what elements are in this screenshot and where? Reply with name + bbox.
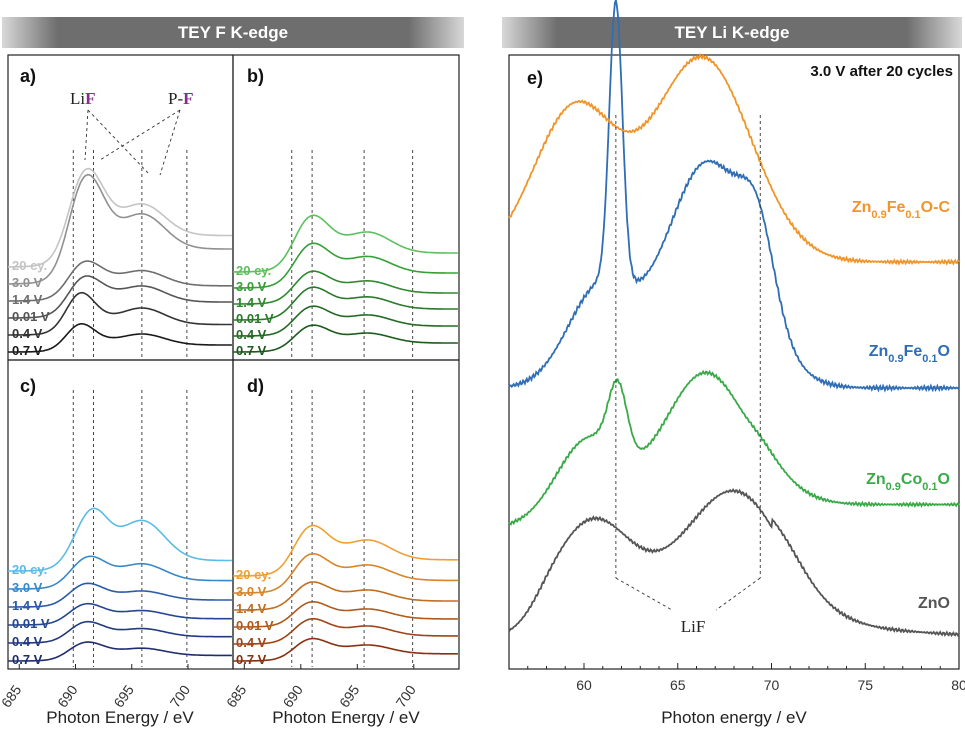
series-label: 1.4 V [12,292,43,307]
annotation-pf-a: P-F [168,89,194,108]
annotation-connector [99,109,181,161]
series-line [8,555,232,590]
series-label: 0.4 V [236,635,267,650]
annotation-connector [159,109,181,176]
series-label: ZnO [918,595,950,612]
series-label: 3.0 V [236,279,267,294]
series-label: 0.7 V [12,343,43,358]
series-line [8,620,232,644]
annotation-connector [84,109,89,161]
series-label: 0.4 V [236,327,267,342]
x-tick-label: 700 [392,682,419,710]
x-tick-label: 690 [279,682,306,710]
series-line [233,324,458,353]
series-line [508,0,960,393]
annotation-connector [615,577,673,611]
series-label: 0.7 V [236,652,267,667]
series-line [8,260,232,302]
series-label: 3.0 V [12,580,43,595]
xlabel-c: Photon Energy / eV [46,708,194,727]
series-label: 0.4 V [12,634,43,649]
x-tick-label: 700 [167,682,194,710]
series-label: 0.01 V [236,618,274,633]
series-line [8,167,232,268]
series-label: 1.4 V [236,601,267,616]
panel-b-label: b) [247,66,264,86]
series-label: 1.4 V [12,598,43,613]
x-tick-label: 695 [336,682,363,710]
series-label: 1.4 V [236,295,267,310]
series-label: Zn0.9Co0.1O [866,471,950,493]
series-line [233,637,458,662]
series-label: 0.01 V [12,616,50,631]
series-line [8,602,232,626]
series-line [233,581,458,611]
x-tick-label: 75 [857,677,873,693]
header-li-kedge: TEY Li K-edge [675,23,790,42]
series-label: Zn0.9Fe0.1O [869,343,950,365]
annotation-lif-a: LiF [70,89,96,108]
series-line [8,323,232,353]
series-line [233,214,458,273]
series-label: Zn0.9Fe0.1O-C [852,199,951,221]
series-label: 3.0 V [236,584,267,599]
series-label: 0.7 V [236,343,267,358]
series-label: 20 cy. [12,562,47,577]
series-line [508,52,960,266]
header-li-kedge-bar [502,17,962,48]
series-line [233,286,458,321]
series-line [233,601,458,628]
series-line [508,487,960,638]
series-label: 20 cy. [236,567,271,582]
series-line [8,582,232,608]
series-line [8,507,232,572]
series-label: 0.01 V [236,311,274,326]
series-label: 3.0 V [12,275,43,290]
x-tick-label: 70 [764,677,780,693]
header-f-kedge-bar [2,17,464,48]
series-line [508,369,960,526]
xlabel-d: Photon Energy / eV [272,708,420,727]
x-tick-label: 60 [576,677,592,693]
annotation-lif-e: LiF [681,617,706,636]
series-label: 0.01 V [12,309,50,324]
x-tick-label: 80 [951,677,965,693]
x-tick-label: 65 [670,677,686,693]
annotation-connector [87,109,151,176]
series-line [233,242,458,289]
series-label: 0.4 V [12,326,43,341]
series-line [8,641,232,662]
header-f-kedge: TEY F K-edge [178,23,288,42]
x-tick-label: 685 [223,682,250,710]
annotation-connector [715,577,761,611]
series-line [233,270,458,305]
panel-d-label: d) [247,376,264,396]
panel-d-frame [232,359,460,670]
x-tick-label: 695 [110,682,137,710]
series-line [8,291,232,336]
series-label: 20 cy. [12,258,47,273]
series-line [8,275,232,319]
xlabel-e: Photon energy / eV [661,708,807,727]
series-line [233,552,458,594]
series-line [233,618,458,645]
panel-e-label: e) [527,68,543,88]
series-line [232,524,458,577]
series-line [233,305,458,337]
series-label: 0.7 V [12,652,43,667]
panel-e-title: 3.0 V after 20 cycles [810,63,953,80]
x-tick-label: 685 [0,682,25,710]
panel-c-label: c) [20,376,36,396]
series-line [8,173,232,285]
series-label: 20 cy. [236,263,271,278]
panel-a-label: a) [20,66,36,86]
x-tick-label: 690 [54,682,81,710]
